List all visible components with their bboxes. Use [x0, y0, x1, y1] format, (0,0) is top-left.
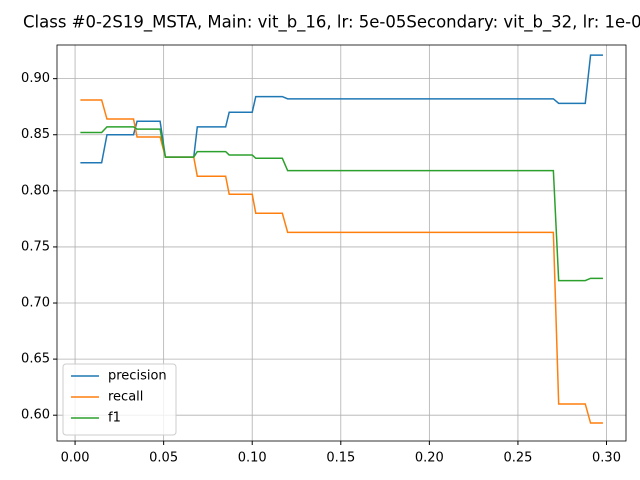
series-line — [80, 126, 603, 282]
y-tick-label: 0.85 — [21, 127, 50, 142]
x-tick-label: 0.25 — [503, 451, 532, 466]
x-tick-label: 0.00 — [61, 451, 90, 466]
y-tick-label: 0.60 — [21, 408, 50, 423]
y-tick-label: 0.80 — [21, 183, 50, 198]
legend-label: precision — [108, 369, 167, 384]
plot-frame — [56, 44, 627, 442]
x-tick-label: 0.05 — [149, 451, 178, 466]
y-tick-label: 0.65 — [21, 352, 50, 367]
legend-label: f1 — [108, 411, 121, 426]
x-tick-label: 0.30 — [592, 451, 621, 466]
y-tick-label: 0.70 — [21, 296, 50, 311]
series-line — [80, 54, 603, 164]
y-tick-label: 0.90 — [21, 71, 50, 86]
series-line — [80, 99, 603, 424]
x-tick-label: 0.20 — [415, 451, 444, 466]
x-tick-label: 0.10 — [238, 451, 267, 466]
legend-label: recall — [108, 390, 143, 405]
x-tick-label: 0.15 — [326, 451, 355, 466]
y-tick-label: 0.75 — [21, 239, 50, 254]
chart-title: Class #0-2S19_MSTA, Main: vit_b_16, lr: … — [23, 13, 640, 33]
